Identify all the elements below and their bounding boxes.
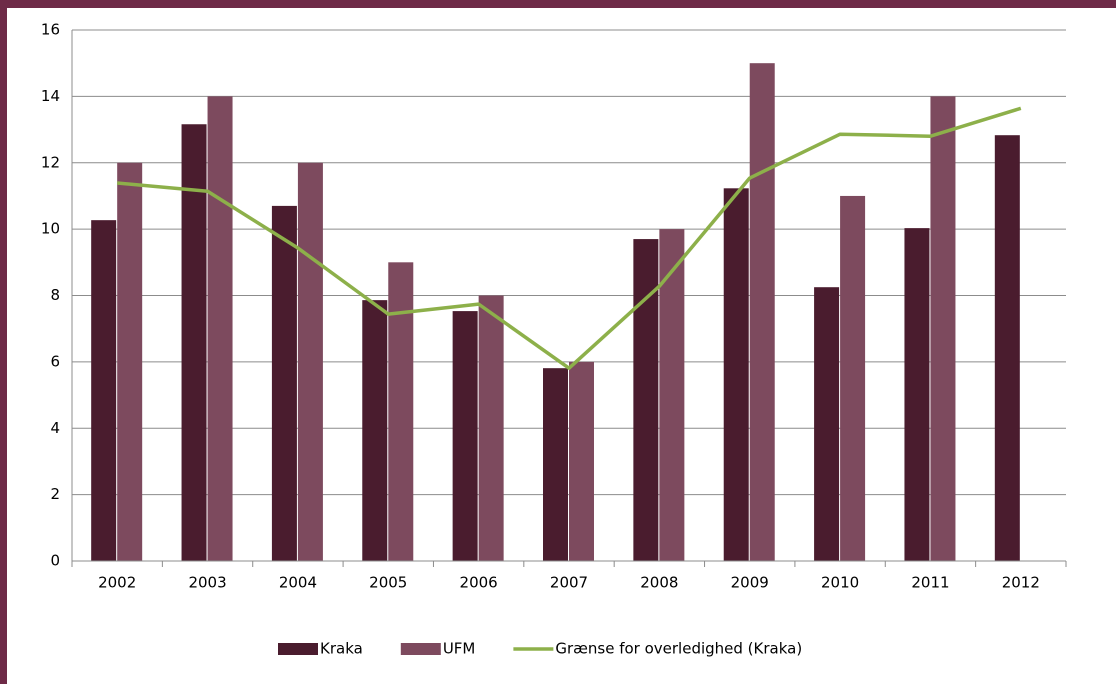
bar: [181, 124, 207, 561]
bar: [814, 287, 840, 561]
y-tick-label: 4: [50, 419, 60, 437]
x-tick-label: 2012: [1002, 574, 1040, 592]
bar: [930, 96, 956, 561]
legend-label: Kraka: [320, 640, 363, 658]
line: [117, 106, 1022, 370]
x-tick-label: 2007: [550, 574, 588, 592]
x-tick-label: 2006: [460, 574, 498, 592]
x-tick-label: 2005: [369, 574, 407, 592]
x-tick-label: 2009: [731, 574, 769, 592]
bar: [904, 228, 930, 561]
x-tick-label: 2008: [640, 574, 678, 592]
frame-left: [0, 0, 7, 684]
bar: [659, 229, 685, 561]
bar: [723, 188, 749, 561]
bar: [207, 96, 233, 561]
bar: [362, 300, 388, 561]
y-tick-label: 16: [41, 21, 60, 39]
bar: [994, 135, 1020, 561]
y-tick-label: 14: [41, 87, 60, 105]
bar: [840, 195, 866, 561]
bar: [91, 220, 117, 561]
bar: [271, 205, 297, 562]
x-tick-label: 2011: [911, 574, 949, 592]
legend-swatch: [400, 643, 441, 655]
y-tick-label: 6: [50, 352, 60, 370]
y-tick-label: 12: [41, 153, 60, 171]
bar: [633, 239, 659, 562]
y-tick-label: 8: [50, 286, 60, 304]
frame-top: [0, 0, 1116, 8]
bar: [569, 361, 594, 561]
legend-label: Grænse for overledighed (Kraka): [555, 640, 802, 658]
y-tick-label: 0: [50, 552, 60, 570]
y-tick-label: 2: [50, 485, 60, 503]
bar: [117, 162, 143, 561]
bar: [478, 295, 504, 561]
y-tick-label: 10: [41, 220, 60, 238]
bar: [388, 262, 414, 561]
legend-swatch: [278, 643, 318, 655]
x-tick-label: 2002: [98, 574, 136, 592]
bar: [543, 368, 568, 561]
legend-label: UFM: [443, 640, 476, 658]
bar: [297, 162, 323, 561]
x-tick-label: 2003: [188, 574, 226, 592]
bar: [749, 63, 775, 561]
x-tick-label: 2010: [821, 574, 859, 592]
x-tick-label: 2004: [279, 574, 317, 592]
bar: [452, 311, 478, 561]
